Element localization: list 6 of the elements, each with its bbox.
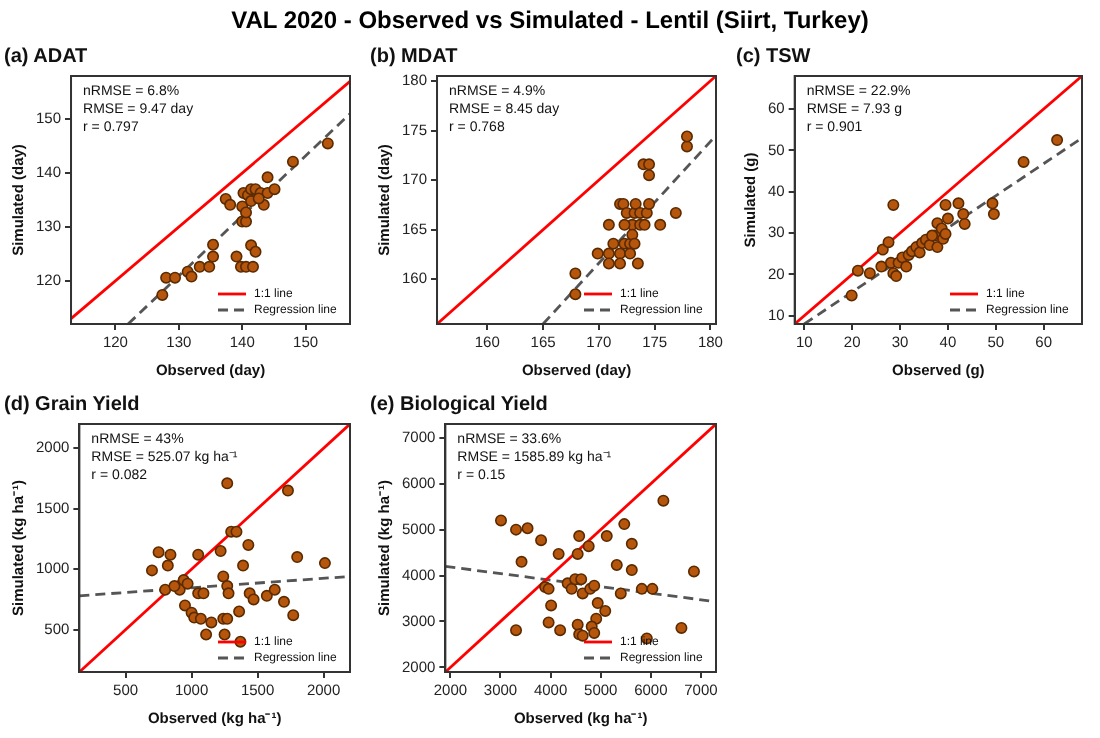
chart-title: (e) Biological Yield: [370, 393, 548, 416]
chart-title: (d) Grain Yield: [4, 393, 140, 416]
chart-title: (c) TSW: [736, 45, 812, 68]
chart-title: (b) MDAT: [370, 45, 458, 68]
text: VAL 2020 - Observed vs Simulated - Lentil (Siirt, Turkey): [229, 6, 871, 34]
chart-title: (a) ADAT: [4, 45, 88, 68]
